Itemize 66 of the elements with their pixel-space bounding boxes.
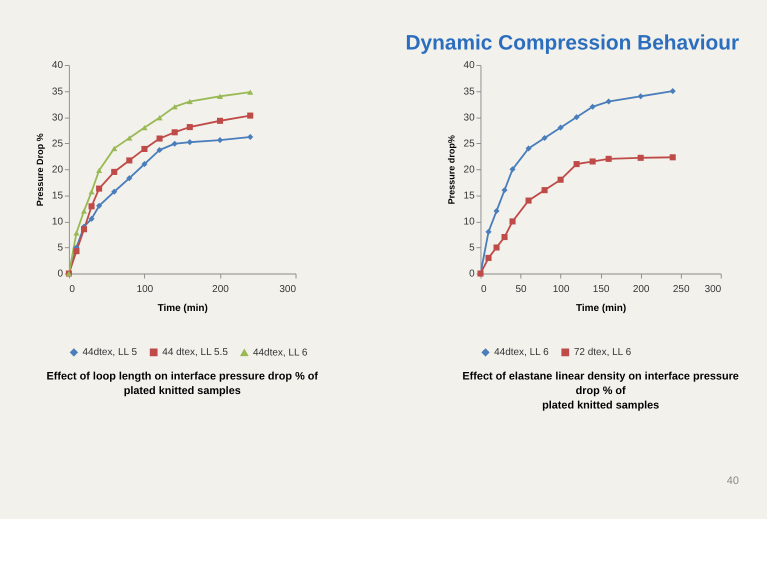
y-tick-label: 30 [464, 112, 476, 124]
x-tick-label: 150 [592, 284, 610, 296]
point [501, 187, 508, 194]
x-axis-title: Time (min) [158, 303, 208, 314]
y-tick-label: 5 [469, 242, 476, 254]
x-axis-title: Time (min) [576, 303, 626, 314]
y-tick-label: 40 [52, 60, 64, 72]
point [638, 154, 644, 161]
point [493, 244, 500, 251]
point [590, 104, 596, 110]
x-tick-label: 0 [480, 284, 487, 296]
y-tick-label: 40 [464, 60, 476, 72]
y-axis-title: Pressure Drop % [34, 133, 45, 206]
legend-label: 44dtex, LL 6 [252, 347, 308, 358]
y-tick-label: 0 [57, 268, 64, 280]
chart-title: Dynamic Compression Behaviour [406, 32, 740, 55]
legend-label: 44dtex, LL 5 [82, 347, 138, 358]
point [510, 166, 516, 172]
point [606, 98, 612, 105]
point [670, 88, 676, 94]
legend-label: 44 dtex, LL 5.5 [162, 347, 228, 358]
x-tick-label: 200 [212, 284, 230, 296]
point [670, 154, 676, 160]
x-tick-label: 200 [632, 284, 650, 296]
text: Effect of loop length on interface pressure drop % of plated knitted samples [46, 370, 318, 398]
y-axis-title: Pressure drop% [446, 135, 456, 204]
point [542, 187, 548, 194]
y-tick-label: 0 [469, 268, 476, 280]
y-tick-label: 5 [57, 242, 64, 254]
y-tick-label: 15 [464, 190, 476, 202]
point [638, 93, 644, 100]
point [485, 254, 492, 261]
y-tick-label: 35 [464, 86, 476, 98]
point [558, 124, 564, 131]
legend-label: 72 dtex, LL 6 [574, 347, 632, 358]
y-tick-label: 15 [52, 190, 64, 202]
x-tick-label: 0 [69, 284, 76, 296]
point [526, 145, 532, 152]
x-tick-label: 100 [136, 284, 154, 296]
point [501, 234, 508, 240]
y-tick-label: 30 [52, 112, 64, 124]
point [574, 114, 580, 120]
y-tick-label: 35 [52, 86, 64, 98]
y-tick-label: 25 [52, 138, 64, 150]
x-tick-label: 300 [704, 284, 722, 296]
y-tick-label: 10 [464, 216, 476, 228]
text: 40 [726, 474, 739, 487]
point [606, 156, 612, 162]
point [526, 198, 532, 204]
x-tick-label: 300 [279, 284, 296, 296]
y-tick-label: 10 [52, 216, 64, 228]
point [558, 176, 564, 183]
x-tick-label: 100 [552, 284, 570, 296]
legend-label: 44dtex, LL 6 [494, 347, 550, 358]
x-tick-label: 50 [515, 284, 527, 296]
y-tick-label: 20 [464, 164, 476, 176]
point [493, 208, 500, 214]
y-tick-label: 20 [52, 164, 64, 176]
x-tick-label: 250 [672, 284, 690, 296]
text: Effect of elastane linear density on interface pressure drop % of plated knitted samples [462, 370, 739, 412]
point [574, 161, 580, 168]
point [510, 218, 516, 224]
point [542, 134, 548, 142]
point [590, 158, 596, 165]
y-tick-label: 25 [464, 138, 476, 150]
point [485, 228, 492, 235]
